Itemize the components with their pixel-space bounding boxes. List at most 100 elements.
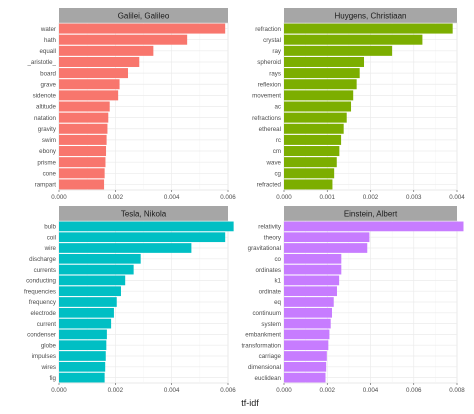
category-label: spheroid (257, 59, 281, 66)
bar (59, 361, 106, 372)
category-label: sidenote (33, 93, 57, 100)
bar (284, 123, 344, 134)
category-label: carriage (259, 353, 282, 360)
category-label: frequency (29, 299, 57, 306)
x-tick-label: 0.000 (276, 387, 292, 394)
category-label: ordinates (256, 267, 281, 274)
bar (284, 101, 352, 112)
bar (284, 318, 331, 329)
x-axis-title: tf-idf (241, 398, 259, 408)
x-tick-label: 0.002 (108, 194, 124, 201)
bar (284, 232, 370, 243)
category-label: impulses (32, 353, 56, 360)
category-label: grave (41, 81, 57, 88)
x-tick-label: 0.004 (164, 194, 180, 201)
facet-title: Huygens, Christiaan (334, 12, 406, 21)
facet-panel: Galilei, Galileo water hath equall _aristotl… (26, 8, 236, 201)
bar (284, 45, 393, 56)
x-tick-label: 0.000 (51, 194, 67, 201)
x-tick-label: 0.003 (406, 194, 422, 201)
bar (284, 286, 337, 297)
bar (59, 23, 226, 34)
category-label: ordinate (259, 288, 282, 295)
bar (284, 168, 335, 179)
bar (59, 243, 192, 253)
bar (59, 232, 226, 243)
category-label: ethereal (259, 126, 281, 133)
bar (284, 56, 365, 67)
facet-title: Galilei, Galileo (118, 12, 170, 21)
bar (59, 351, 106, 361)
bar (59, 179, 105, 190)
x-tick-label: 0.008 (449, 387, 465, 394)
bar (59, 318, 112, 329)
x-tick-label: 0.002 (363, 194, 379, 201)
x-tick-label: 0.002 (320, 387, 336, 394)
x-tick-label: 0.000 (276, 194, 292, 201)
category-label: cone (43, 171, 57, 178)
category-label: wires (41, 364, 56, 371)
category-label: prisme (37, 159, 56, 166)
category-label: _aristotle_ (26, 59, 56, 66)
category-label: transformation (241, 342, 281, 349)
category-label: currents (34, 267, 56, 274)
x-tick-label: 0.006 (220, 194, 236, 201)
x-tick-label: 0.000 (51, 387, 67, 394)
category-label: gravitational (248, 245, 281, 252)
bar (284, 221, 464, 232)
bar (59, 157, 106, 168)
facet-strip (284, 206, 457, 221)
category-label: water (40, 26, 56, 33)
bar (284, 253, 342, 264)
category-label: wave (266, 159, 282, 166)
bar (284, 34, 423, 45)
category-label: natation (34, 115, 57, 122)
facet-title: Einstein, Albert (344, 210, 398, 219)
bar (59, 264, 134, 275)
category-label: altitude (36, 104, 57, 111)
x-tick-label: 0.002 (108, 387, 124, 394)
category-label: frequencies (24, 288, 56, 295)
category-label: rampart (35, 182, 57, 189)
x-tick-label: 0.004 (363, 387, 379, 394)
category-label: movement (252, 93, 281, 100)
category-label: gravity (38, 126, 57, 133)
category-label: relativity (258, 224, 282, 231)
category-label: coil (47, 234, 56, 241)
bar (284, 264, 342, 275)
bar (284, 372, 326, 383)
bar (59, 68, 129, 79)
x-tick-label: 0.006 (406, 387, 422, 394)
bar (59, 101, 110, 112)
bar (59, 79, 120, 90)
bar (284, 329, 330, 340)
bar (59, 112, 109, 123)
category-label: theory (264, 234, 282, 241)
bar (59, 123, 108, 134)
category-label: cg (274, 171, 281, 178)
category-label: rc (276, 137, 281, 144)
category-label: ray (272, 48, 282, 55)
bar (59, 168, 105, 179)
category-label: condenser (27, 332, 56, 339)
bar (59, 297, 117, 307)
category-label: ac (274, 104, 281, 111)
bar (284, 23, 453, 34)
category-label: system (261, 321, 281, 328)
category-label: refracted (257, 182, 282, 189)
bar (284, 243, 368, 253)
bar (59, 34, 188, 45)
facet-panel: Huygens, Christiaanrefractioncrystalrays… (252, 8, 465, 201)
category-label: globe (41, 342, 57, 349)
bar (59, 253, 141, 264)
facet-title: Tesla, Nikola (121, 210, 167, 219)
category-label: swim (42, 137, 56, 144)
category-label: fig (49, 375, 56, 382)
bar (59, 340, 107, 351)
bar (59, 90, 119, 101)
bar (284, 68, 360, 79)
category-label: euclidean (255, 375, 282, 382)
bar (59, 286, 121, 297)
